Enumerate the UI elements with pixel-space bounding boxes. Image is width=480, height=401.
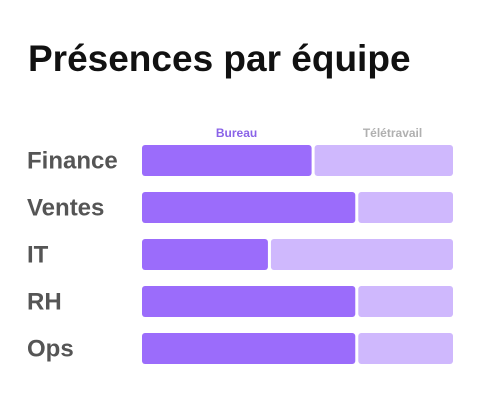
bar-ops-bureau	[142, 333, 356, 364]
category-label-ops: Ops	[27, 336, 74, 363]
category-label-rh: RH	[27, 289, 62, 316]
bar-finance-teletravail	[314, 145, 453, 176]
category-label-ventes: Ventes	[27, 195, 104, 222]
category-label-finance: Finance	[27, 148, 118, 175]
bar-it-bureau	[142, 239, 268, 270]
chart-title: Présences par équipe	[28, 38, 411, 79]
bar-finance-bureau	[142, 145, 312, 176]
bar-ops-teletravail	[358, 333, 453, 364]
bar-ventes-bureau	[142, 192, 356, 223]
legend-teletravail: Télétravail	[363, 126, 422, 140]
bar-rh-bureau	[142, 286, 356, 317]
category-label-it: IT	[27, 242, 49, 269]
bar-rh-teletravail	[358, 286, 453, 317]
legend-bureau: Bureau	[216, 126, 257, 140]
bar-it-teletravail	[270, 239, 453, 270]
bar-ventes-teletravail	[358, 192, 453, 223]
